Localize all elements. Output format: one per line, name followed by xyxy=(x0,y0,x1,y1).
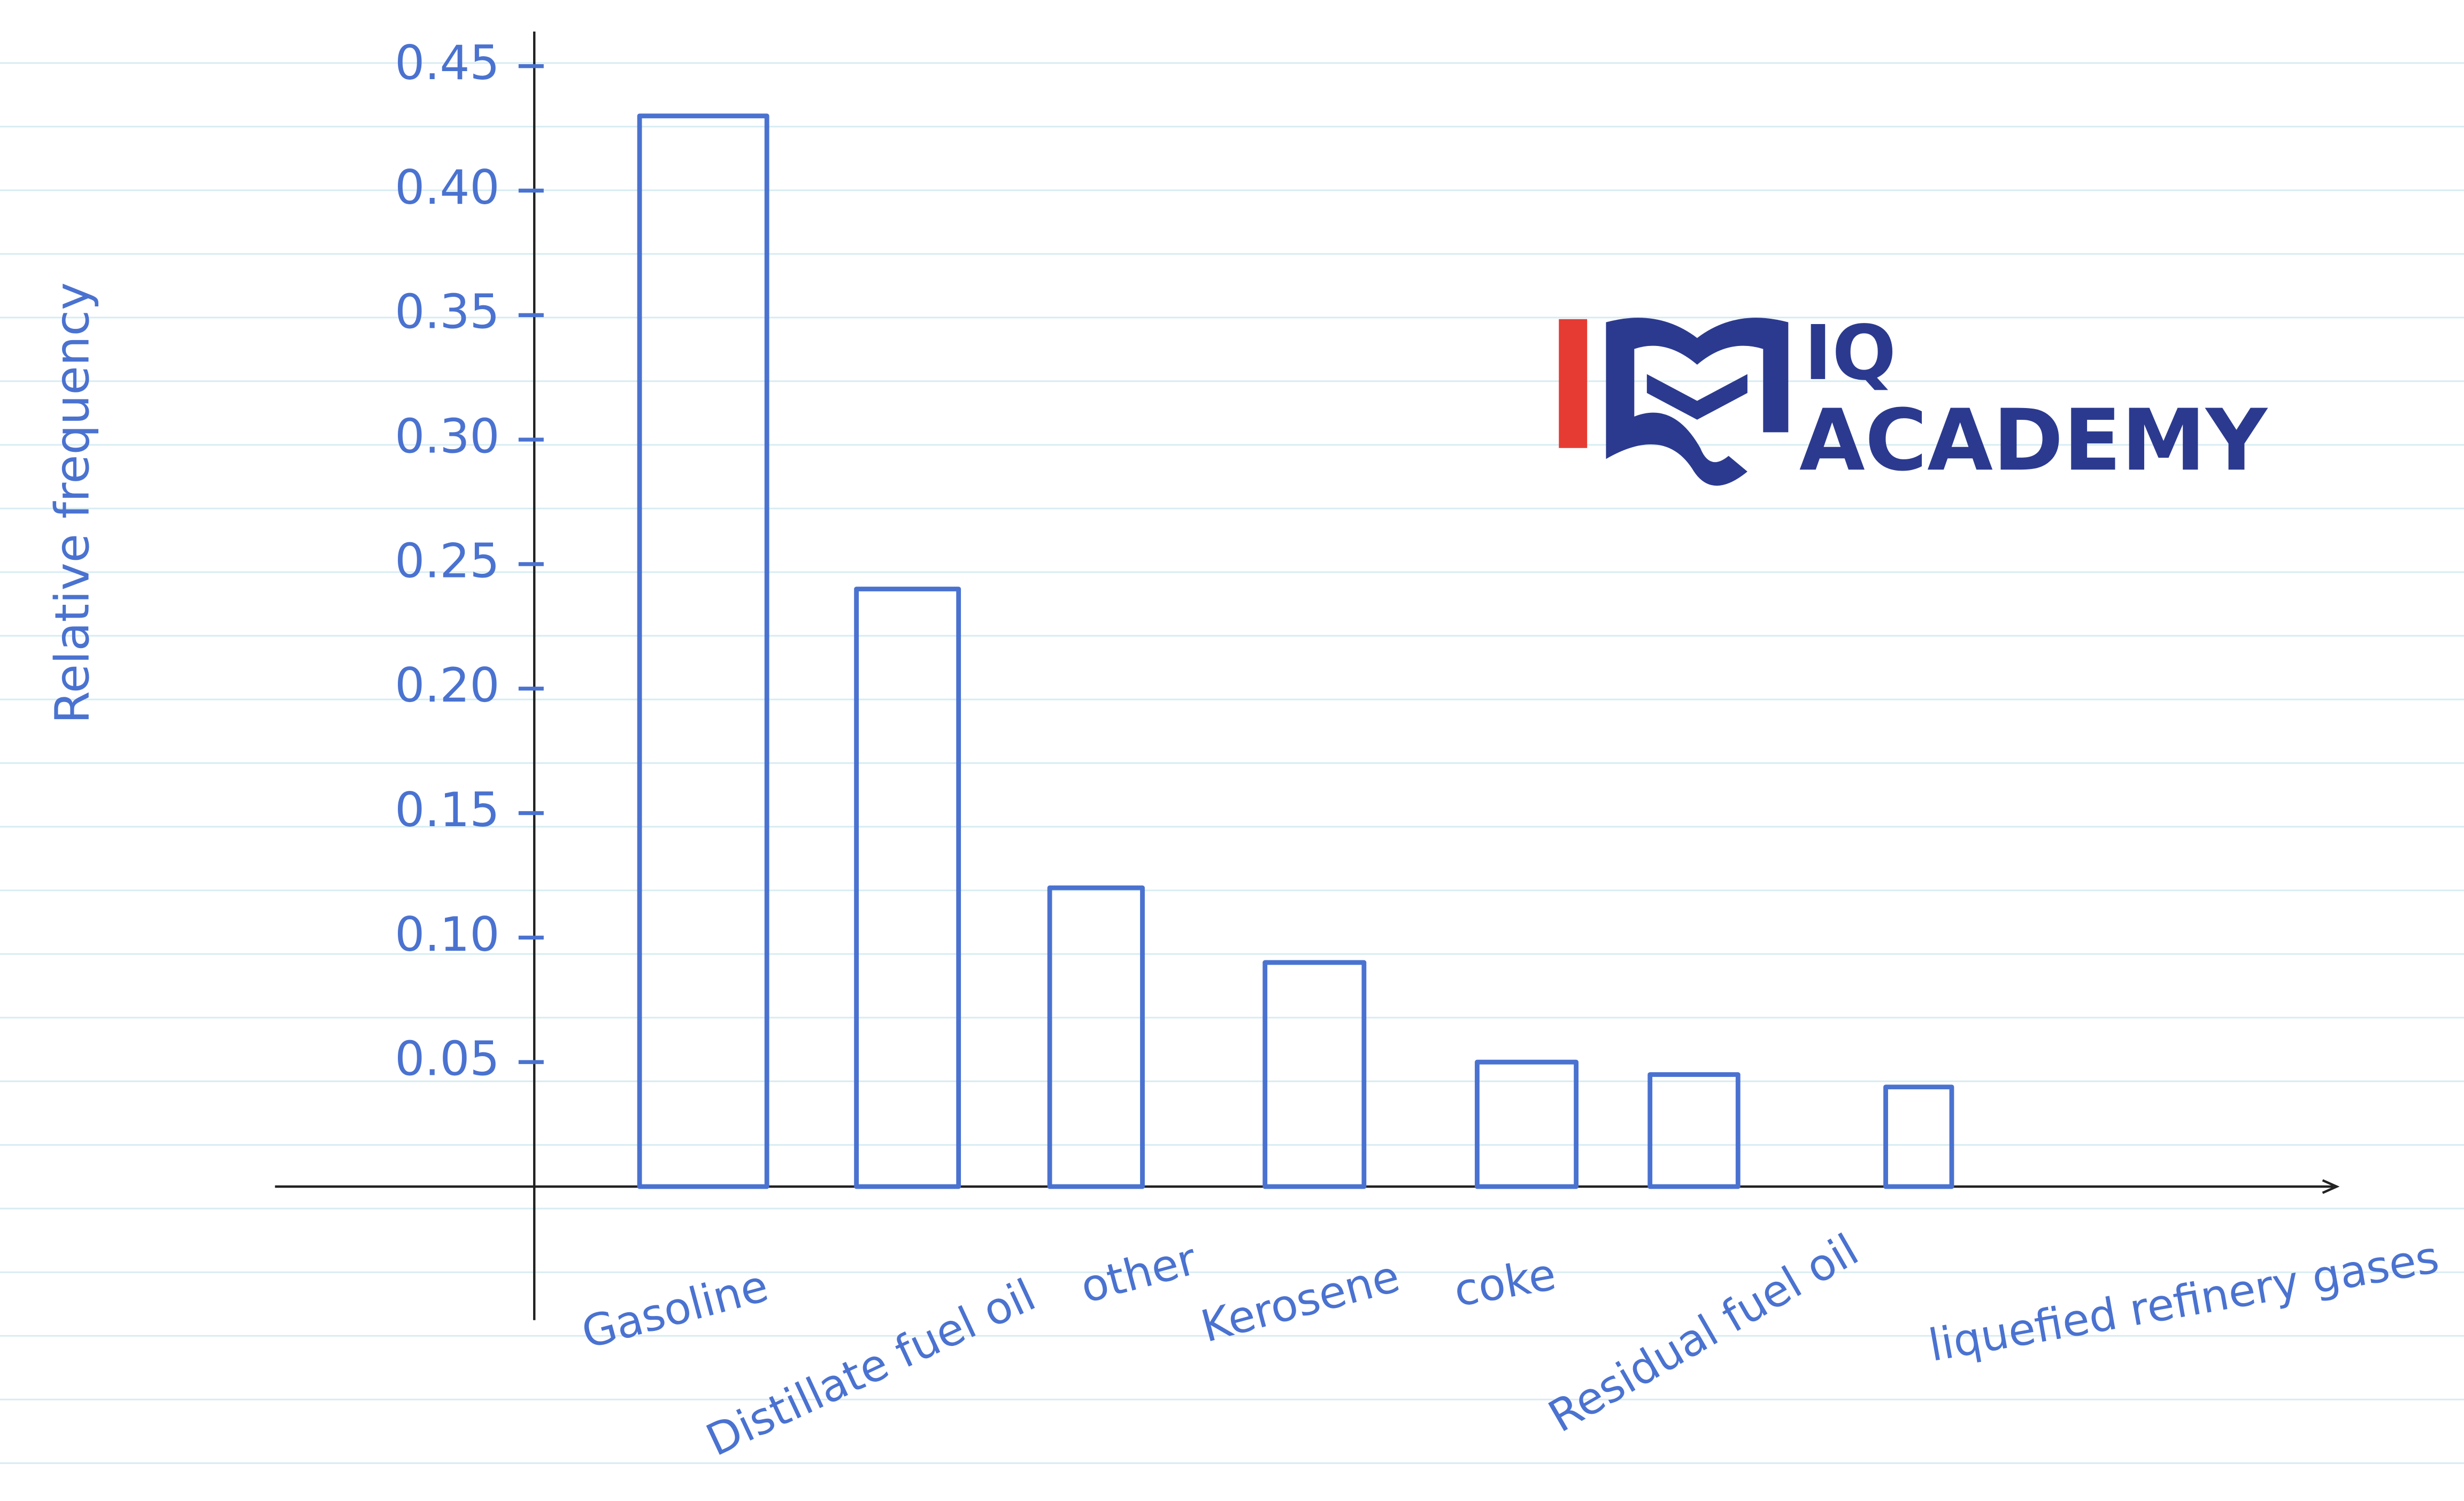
x-tick-label: coke xyxy=(1450,1249,1559,1317)
bar xyxy=(1475,1059,1578,1189)
y-tick-label: 0.45 xyxy=(395,35,499,90)
bar xyxy=(1883,1084,1954,1189)
y-axis-label: Relative frequency xyxy=(44,282,99,724)
y-tick-label: 0.25 xyxy=(395,533,499,588)
x-axis-arrow xyxy=(2322,1179,2340,1194)
logo: IQ ACADEMY xyxy=(1559,310,2268,490)
logo-text: ACADEMY xyxy=(1799,391,2268,490)
logo-text: IQ xyxy=(1804,310,1896,397)
y-tick-label: 0.15 xyxy=(395,782,499,837)
bar xyxy=(1647,1072,1741,1189)
logo-mark xyxy=(1606,318,1789,486)
x-tick-label: other xyxy=(1075,1234,1202,1313)
x-tick-label: Gasoline xyxy=(576,1260,773,1359)
x-tick-label: liquefied refinery gases xyxy=(1925,1232,2443,1372)
y-tick-label: 0.05 xyxy=(395,1032,499,1087)
x-tick-label: Residual fuel oil xyxy=(1541,1225,1867,1442)
logo-bar xyxy=(1559,319,1588,448)
paper-lines xyxy=(0,62,2464,1464)
y-tick-label: 0.30 xyxy=(395,409,499,464)
bar xyxy=(854,587,961,1189)
y-tick-label: 0.40 xyxy=(395,160,499,215)
y-tick-label: 0.10 xyxy=(395,907,499,962)
logo-chevron xyxy=(1646,374,1747,420)
y-tick-label: 0.35 xyxy=(395,284,499,340)
bar xyxy=(637,113,769,1189)
bar xyxy=(1262,960,1367,1189)
bar xyxy=(1047,885,1145,1189)
x-tick-label: Kerosene xyxy=(1196,1251,1405,1353)
y-tick-label: 0.20 xyxy=(395,658,499,713)
